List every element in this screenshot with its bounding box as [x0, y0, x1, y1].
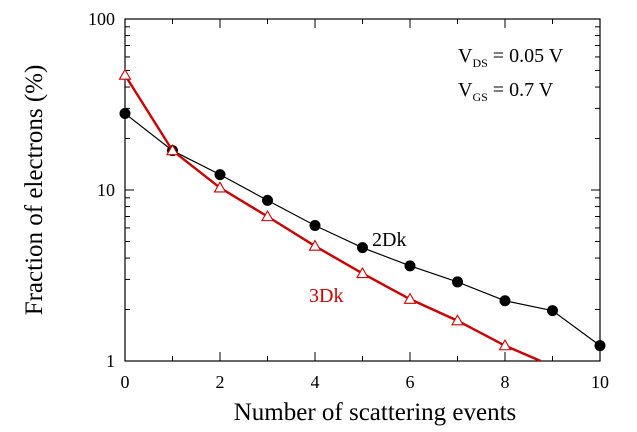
series-label-2dk: 2Dk: [372, 229, 406, 251]
annotation-vds-sub: DS: [472, 56, 487, 70]
data-point-2dk: [119, 108, 131, 120]
data-point-2dk: [547, 305, 558, 317]
x-axis-title: Number of scattering events: [234, 399, 517, 426]
y-tick-label: 10: [97, 180, 115, 200]
annotation-vgs: VGS = 0.7 V: [458, 79, 554, 104]
data-point-3dk: [261, 209, 274, 222]
data-point-3dk: [118, 68, 132, 80]
annotation-vds-rest: = 0.05 V: [488, 45, 564, 67]
data-point-3dk: [403, 292, 417, 304]
x-tick-label: 2: [216, 372, 225, 392]
x-tick-label: 4: [311, 372, 320, 392]
series-label-3dk: 3Dk: [309, 285, 343, 307]
annotation-vds: VDS = 0.05 V: [458, 45, 564, 70]
x-tick-label: 8: [501, 372, 510, 392]
data-point-3dk: [213, 181, 227, 193]
data-point-3dk: [451, 314, 464, 326]
data-point-3dk: [498, 339, 512, 351]
series-line-3dk: [123, 74, 542, 363]
series-group: [118, 68, 606, 363]
data-point-2dk: [309, 220, 321, 232]
plot-frame-group: [124, 18, 601, 362]
x-tick-label: 10: [591, 372, 609, 392]
data-point-2dk: [452, 276, 463, 288]
data-point-2dk: [214, 169, 226, 181]
annotation-vgs-main: V: [458, 79, 473, 101]
ticks-group: 0 2 4 6 8 10 1 10 100: [88, 9, 609, 392]
plot-frame: [124, 18, 601, 362]
data-point-3dk: [308, 239, 322, 251]
annotation-vgs-rest: = 0.7 V: [488, 79, 554, 101]
y-tick-label: 100: [88, 9, 115, 29]
x-tick-label: 0: [121, 372, 130, 392]
y-tick-label: 1: [106, 351, 115, 371]
data-point-2dk: [404, 260, 416, 272]
data-point-2dk: [357, 242, 368, 254]
x-tick-label: 6: [406, 372, 415, 392]
y-axis-title: Fraction of electrons (%): [21, 65, 48, 316]
data-point-3dk: [166, 143, 179, 156]
annotation-vds-main: V: [458, 45, 473, 67]
series-line-2dk: [124, 113, 601, 347]
data-point-2dk: [499, 295, 511, 307]
annotation-vgs-sub: GS: [472, 90, 487, 104]
data-point-2dk: [594, 340, 606, 352]
data-point-3dk: [356, 266, 369, 279]
data-point-2dk: [262, 194, 273, 206]
